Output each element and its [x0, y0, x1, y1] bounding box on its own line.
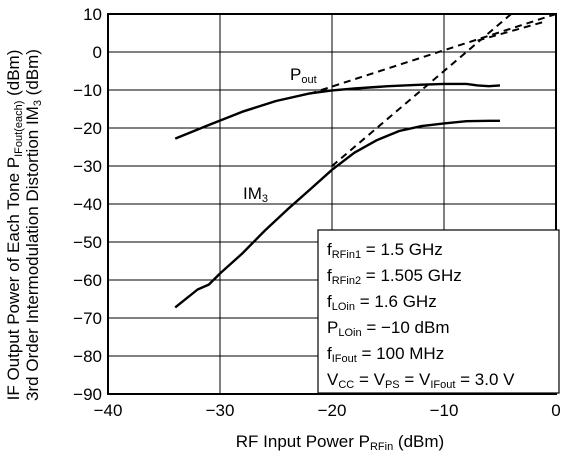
x-tick-label: −40 — [94, 401, 123, 420]
y-tick-label: −70 — [73, 309, 102, 328]
condition-line: fIFout = 100 MHz — [327, 344, 444, 365]
y-axis-title-line1: IF Output Power of Each Tone PIFout(each… — [4, 50, 25, 401]
y-tick-label: −60 — [73, 271, 102, 290]
condition-line: PLOin = −10 dBm — [327, 318, 449, 339]
y-tick-label: −20 — [73, 119, 102, 138]
series-line-pout — [174, 82, 501, 140]
tick-labels: −40 −30 −20 −10 0 10 0 −10 −20 −30 −40 −50 −60 −70 −80… — [73, 5, 561, 420]
conditions-box: fRFin1 = 1.5 GHz fRFin2 = 1.505 GHz fLOin … — [317, 229, 560, 394]
condition-line: fRFin2 = 1.505 GHz — [327, 266, 462, 287]
y-axis-title-line2: 3rd Order Intermodulation Distortion IM3… — [23, 49, 44, 401]
plot-frame — [107, 13, 557, 395]
series-line-im3 — [174, 119, 500, 309]
y-tick-label: 10 — [83, 5, 102, 24]
y-tick-label: −80 — [73, 347, 102, 366]
condition-line: fRFin1 = 1.5 GHz — [327, 240, 443, 261]
y-tick-label: 0 — [93, 43, 102, 62]
y-tick-label: −50 — [73, 233, 102, 252]
x-tick-label: 0 — [551, 401, 560, 420]
im3-annotation: IM3 — [243, 184, 268, 205]
y-tick-label: −10 — [73, 81, 102, 100]
x-tick-label: −30 — [206, 401, 235, 420]
pout-annotation: Pout — [290, 65, 317, 86]
x-axis-title: RF Input Power PRFin (dBm) — [236, 432, 444, 453]
series-line-pout-extrapolation — [309, 13, 557, 95]
condition-line: fLOin = 1.6 GHz — [327, 292, 437, 313]
y-tick-label: −40 — [73, 195, 102, 214]
series-layer — [174, 13, 557, 309]
x-tick-label: −10 — [430, 401, 459, 420]
y-tick-label: −90 — [73, 385, 102, 404]
condition-line: VCC = VPS = VIFout = 3.0 V — [327, 370, 515, 391]
y-tick-label: −30 — [73, 157, 102, 176]
series-line-reference-extrapolation — [477, 20, 546, 42]
x-tick-label: −20 — [318, 401, 347, 420]
